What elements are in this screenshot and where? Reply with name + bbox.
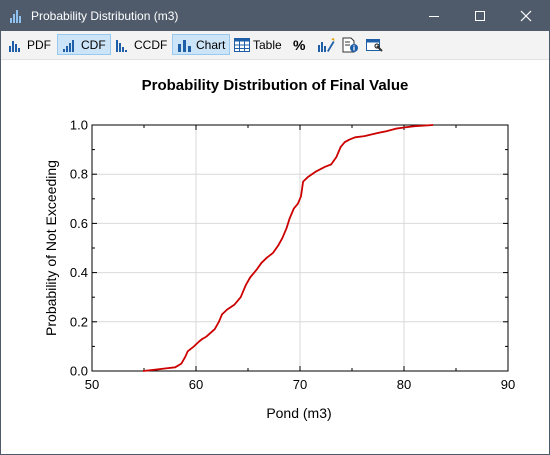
x-tick-label: 70 (293, 377, 307, 392)
plot-frame (91, 124, 509, 372)
pdf-label: PDF (27, 37, 51, 52)
y-tick-label: 0.4 (70, 265, 88, 280)
close-button[interactable] (503, 1, 549, 31)
toolbar: PDF CDF CCDF (1, 31, 549, 60)
chart-properties-icon (318, 37, 335, 52)
window-title: Probability Distribution (m3) (31, 9, 179, 23)
info-document-icon (342, 37, 358, 52)
table-icon (234, 37, 250, 52)
y-axis-label: Probability of Not Exceeding (43, 160, 59, 336)
title-bar[interactable]: Probability Distribution (m3) (1, 1, 549, 31)
chart-properties-button[interactable] (313, 34, 342, 55)
y-tick-label: 0.0 (70, 364, 88, 379)
minimize-button[interactable] (411, 1, 457, 31)
y-tick-label: 1.0 (70, 118, 88, 133)
chart-label: Chart (196, 37, 226, 52)
x-tick-label: 60 (189, 377, 203, 392)
close-icon (520, 10, 532, 22)
y-tick-label: 0.2 (70, 314, 88, 329)
table-label: Table (253, 37, 282, 52)
ccdf-button[interactable]: CCDF (111, 34, 171, 55)
x-tick-label: 90 (501, 377, 515, 392)
x-tick-label: 50 (85, 377, 99, 392)
cdf-chart: Probability Distribution of Final Value … (43, 77, 515, 421)
cdf-series-line (142, 124, 434, 372)
x-tick-label: 80 (397, 377, 411, 392)
y-tick-label: 0.6 (70, 216, 88, 231)
result-info-button[interactable] (337, 34, 366, 55)
ccdf-icon (116, 39, 127, 52)
distribution-app-icon (10, 10, 21, 23)
ccdf-label: CCDF (134, 37, 168, 52)
maximize-button[interactable] (457, 1, 503, 31)
maximize-icon (475, 11, 485, 21)
cdf-label: CDF (81, 37, 106, 52)
percent-button[interactable]: % (289, 34, 309, 55)
minimize-icon (429, 16, 439, 17)
percent-label: % (293, 36, 306, 53)
table-button[interactable]: Table (230, 34, 286, 55)
cdf-button[interactable]: CDF (57, 34, 111, 55)
chart-panel: Probability Distribution of Final Value … (1, 60, 549, 454)
window-settings-icon (366, 38, 383, 52)
cdf-icon (63, 39, 74, 52)
chart-button[interactable]: Chart (172, 34, 231, 55)
pdf-button[interactable]: PDF (4, 34, 55, 55)
y-tick-label: 0.8 (70, 167, 88, 182)
x-axis-label: Pond (m3) (266, 405, 331, 421)
pdf-icon (9, 40, 20, 52)
bar-chart-icon (178, 39, 191, 52)
window-settings-button[interactable] (361, 34, 390, 55)
chart-title: Probability Distribution of Final Value (142, 77, 409, 94)
